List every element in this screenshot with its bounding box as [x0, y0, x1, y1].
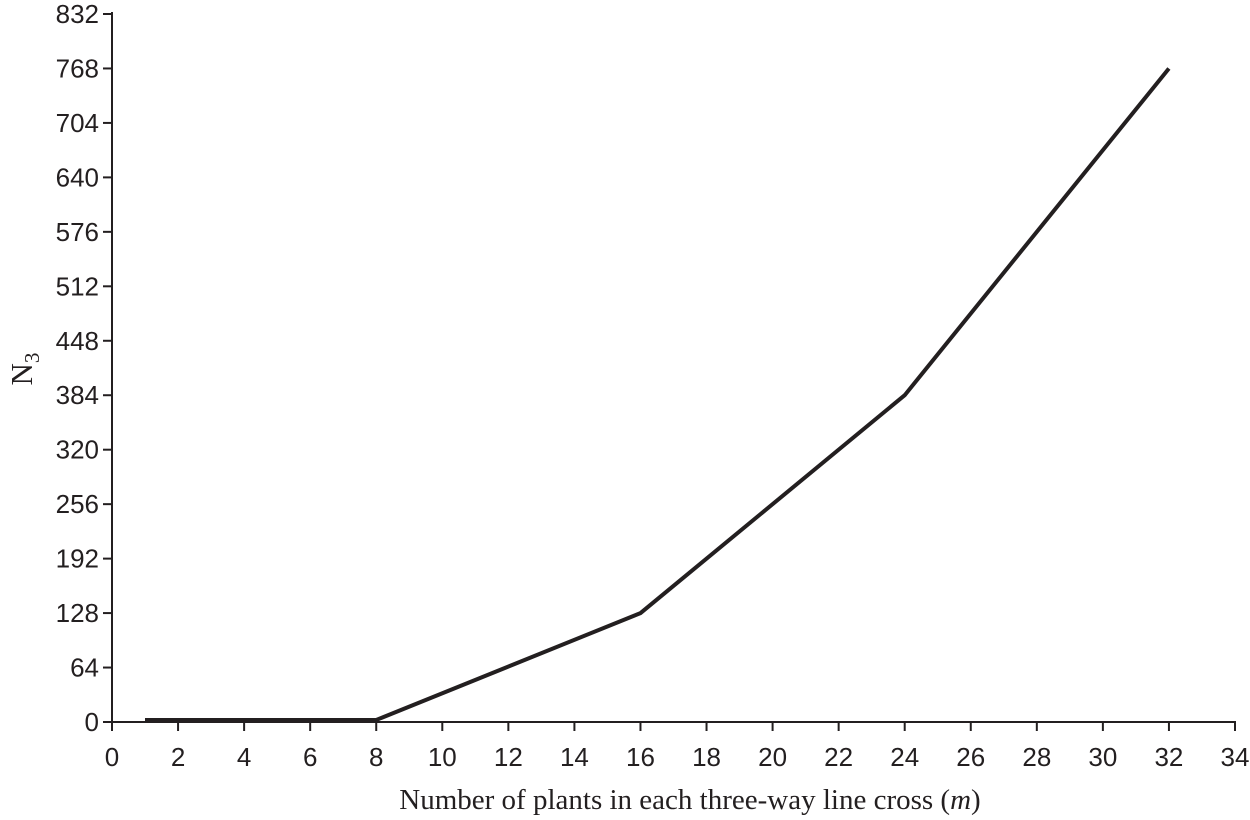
x-tick-label: 14 — [560, 742, 589, 772]
x-tick-label: 32 — [1154, 742, 1183, 772]
y-tick-label: 128 — [56, 598, 99, 628]
data-series-line — [145, 67, 1171, 722]
x-tick-label: 2 — [171, 742, 185, 772]
y-tick-label: 384 — [56, 380, 99, 410]
x-tick-label: 10 — [428, 742, 457, 772]
y-axis-title-subscript: 3 — [20, 352, 45, 364]
x-tick-label: 12 — [494, 742, 523, 772]
y-tick-label: 0 — [85, 707, 99, 737]
y-tick-label: 704 — [56, 108, 99, 138]
y-tick-label: 448 — [56, 326, 99, 356]
x-tick-label: 6 — [303, 742, 317, 772]
x-axis-title: Number of plants in each three-way line … — [240, 784, 1140, 817]
x-axis-title-prefix: Number of plants in each three-way line … — [399, 784, 951, 816]
x-tick-label: 34 — [1221, 742, 1250, 772]
x-tick-label: 24 — [890, 742, 919, 772]
y-tick-label: 768 — [56, 53, 99, 83]
y-tick-label: 192 — [56, 544, 99, 574]
y-tick-label: 320 — [56, 435, 99, 465]
x-tick-label: 8 — [369, 742, 383, 772]
x-tick-label: 28 — [1022, 742, 1051, 772]
x-tick-label: 16 — [626, 742, 655, 772]
x-tick-label: 26 — [956, 742, 985, 772]
x-tick-label: 18 — [692, 742, 721, 772]
y-tick-label: 576 — [56, 217, 99, 247]
x-tick-label: 30 — [1088, 742, 1117, 772]
y-axis-title: N3 — [3, 315, 45, 423]
y-tick-label: 64 — [70, 653, 99, 683]
x-axis-title-variable: m — [950, 784, 972, 816]
y-tick-label: 256 — [56, 489, 99, 519]
x-tick-label: 22 — [824, 742, 853, 772]
x-tick-label: 20 — [758, 742, 787, 772]
y-tick-label: 832 — [56, 0, 99, 29]
y-tick-label: 512 — [56, 271, 99, 301]
x-axis-title-suffix: ) — [971, 784, 981, 816]
y-tick-label: 640 — [56, 162, 99, 192]
x-tick-label: 4 — [237, 742, 251, 772]
x-tick-label: 0 — [105, 742, 119, 772]
y-axis-title-base: N — [4, 363, 39, 386]
